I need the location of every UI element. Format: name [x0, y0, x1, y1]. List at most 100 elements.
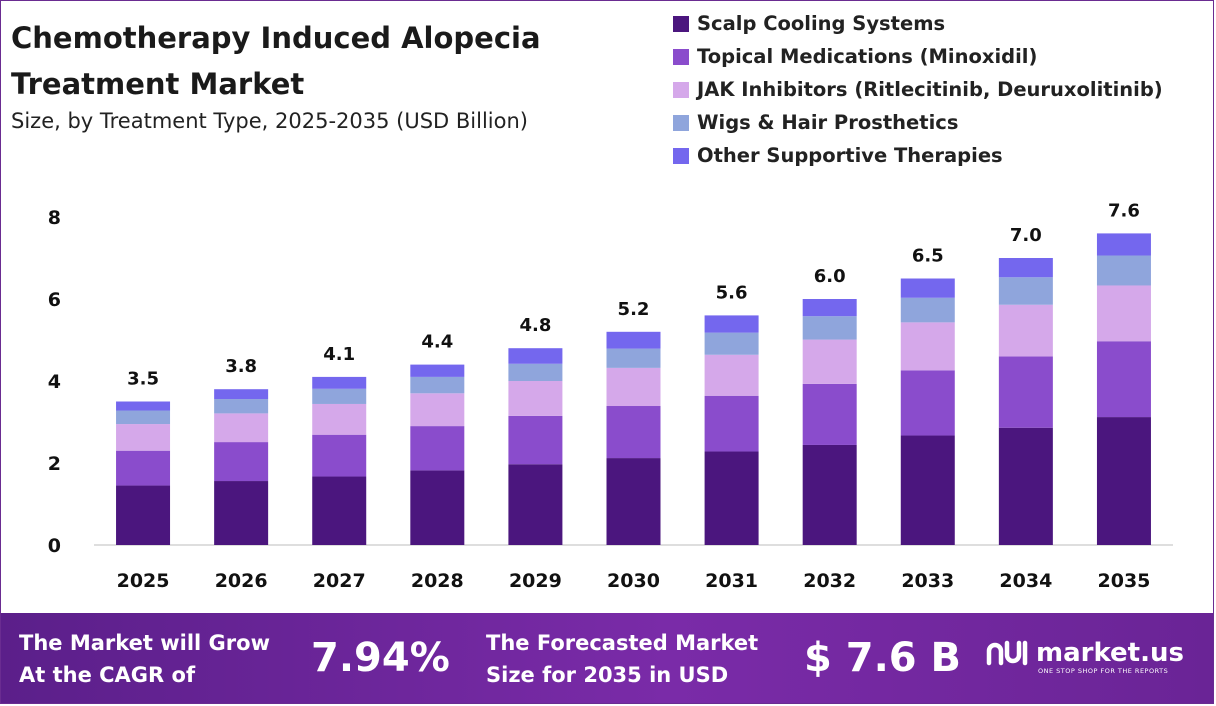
x-tick-label: 2028: [411, 570, 464, 592]
market-us-logo: market.us ONE STOP SHOP FOR THE REPORTS: [986, 637, 1184, 675]
bar-segment: [1096, 341, 1151, 418]
bar-segment: [802, 444, 857, 545]
chart-title-line1: Chemotherapy Induced Alopecia: [11, 21, 541, 55]
bar-segment: [116, 410, 171, 425]
chart-title-line2: Treatment Market: [11, 67, 305, 101]
x-tick-label: 2030: [607, 570, 660, 592]
bar-segment: [214, 389, 269, 400]
bar-total-label: 7.6: [1108, 200, 1140, 221]
x-tick-label: 2029: [509, 570, 562, 592]
forecast-value: $ 7.6 B: [804, 635, 962, 681]
legend-label: JAK Inhibitors (Ritlecitinib, Deuruxolit…: [697, 78, 1163, 101]
legend-swatch: [673, 147, 689, 164]
market-us-logo-icon: [986, 640, 1028, 666]
bar-total-label: 4.8: [519, 315, 551, 336]
bar-segment: [1096, 255, 1151, 286]
bar-segment: [410, 364, 465, 377]
bar-total-label: 7.0: [1010, 225, 1042, 246]
bar-segment: [900, 278, 955, 298]
bar-total-label: 3.8: [225, 356, 257, 377]
x-tick-label: 2033: [901, 570, 954, 592]
legend-swatch: [673, 48, 689, 65]
legend-swatch: [673, 15, 689, 32]
bar-segment: [508, 415, 563, 465]
chart-title: Chemotherapy Induced Alopecia Treatment …: [11, 15, 541, 107]
forecast-caption: The Forecasted Market Size for 2035 in U…: [486, 631, 759, 687]
footer-banner: The Market will Grow At the CAGR of 7.94…: [1, 613, 1213, 703]
bar-total-label: 4.1: [323, 344, 355, 365]
legend-item: Other Supportive Therapies: [673, 139, 1163, 172]
bar-segment: [312, 403, 367, 435]
bar-segment: [312, 476, 367, 545]
bar-segment: [508, 363, 563, 381]
bar-segment: [1096, 417, 1151, 545]
bar-total-label: 4.4: [421, 332, 453, 353]
bar-segment: [410, 376, 465, 394]
legend-item: JAK Inhibitors (Ritlecitinib, Deuruxolit…: [673, 73, 1163, 106]
legend: Scalp Cooling Systems Topical Medications…: [673, 7, 1163, 172]
bar-segment: [116, 401, 171, 411]
x-tick-label: 2034: [999, 570, 1052, 592]
bar-segment: [312, 388, 367, 404]
legend-swatch: [673, 81, 689, 98]
logo-wordmark: market.us: [1036, 638, 1184, 668]
bar-segment: [1096, 285, 1151, 342]
legend-label: Other Supportive Therapies: [697, 144, 1003, 167]
bar-segment: [802, 299, 857, 317]
bar-segment: [998, 356, 1053, 428]
bar-segment: [704, 315, 759, 333]
bar-segment: [410, 393, 465, 427]
bar-segment: [606, 458, 661, 545]
y-tick-label: 2: [48, 453, 61, 475]
bar-total-label: 6.0: [814, 266, 846, 287]
legend-label: Scalp Cooling Systems: [697, 12, 946, 35]
x-tick-label: 2035: [1098, 570, 1151, 592]
bar-segment: [606, 331, 661, 349]
x-tick-label: 2027: [313, 570, 366, 592]
x-tick-label: 2026: [215, 570, 268, 592]
legend-item: Scalp Cooling Systems: [673, 7, 1163, 40]
stacked-bar-chart: 0 2 4 6 8 3.5 2025 3.8 2026 4.1 2027 4.4 2028 4.8 2029…: [48, 200, 1173, 592]
bar-segment: [802, 316, 857, 340]
bar-segment: [998, 304, 1053, 357]
bar-segment: [312, 376, 367, 389]
bar-segment: [900, 297, 955, 323]
chart-subtitle: Size, by Treatment Type, 2025-2035 (USD …: [11, 109, 528, 133]
bar-segment: [410, 426, 465, 471]
bar-segment: [998, 258, 1053, 278]
bar-segment: [704, 354, 759, 396]
logo-tagline: ONE STOP SHOP FOR THE REPORTS: [1038, 667, 1169, 675]
bar-segment: [802, 339, 857, 384]
bar-total-label: 6.5: [912, 246, 944, 267]
bar-segment: [900, 322, 955, 371]
bar-segment: [606, 406, 661, 459]
bar-segment: [214, 413, 269, 443]
bar-total-label: 5.2: [618, 299, 650, 320]
bar-segment: [704, 451, 759, 545]
legend-swatch: [673, 114, 689, 131]
bar-segment: [802, 383, 857, 445]
bar-segment: [116, 450, 171, 486]
bar-segment: [312, 434, 367, 477]
bar-segment: [508, 381, 563, 416]
bar-segment: [116, 424, 171, 451]
bar-segment: [704, 395, 759, 452]
cagr-caption: The Market will Grow At the CAGR of: [19, 631, 270, 687]
bar-segment: [410, 470, 465, 545]
y-tick-label: 4: [48, 371, 61, 393]
bar-segment: [508, 348, 563, 364]
bar-total-label: 3.5: [127, 369, 159, 390]
x-tick-label: 2031: [705, 570, 758, 592]
bar-segment: [998, 277, 1053, 305]
bar-segment: [900, 370, 955, 436]
bar-segment: [900, 435, 955, 545]
bar-segment: [606, 367, 661, 407]
bar-segment: [508, 464, 563, 545]
y-tick-label: 6: [48, 289, 61, 311]
bar-segment: [998, 427, 1053, 545]
bar-segment: [214, 481, 269, 545]
bar-segment: [214, 399, 269, 414]
y-tick-label: 8: [48, 207, 61, 229]
legend-label: Topical Medications (Minoxidil): [697, 45, 1038, 68]
